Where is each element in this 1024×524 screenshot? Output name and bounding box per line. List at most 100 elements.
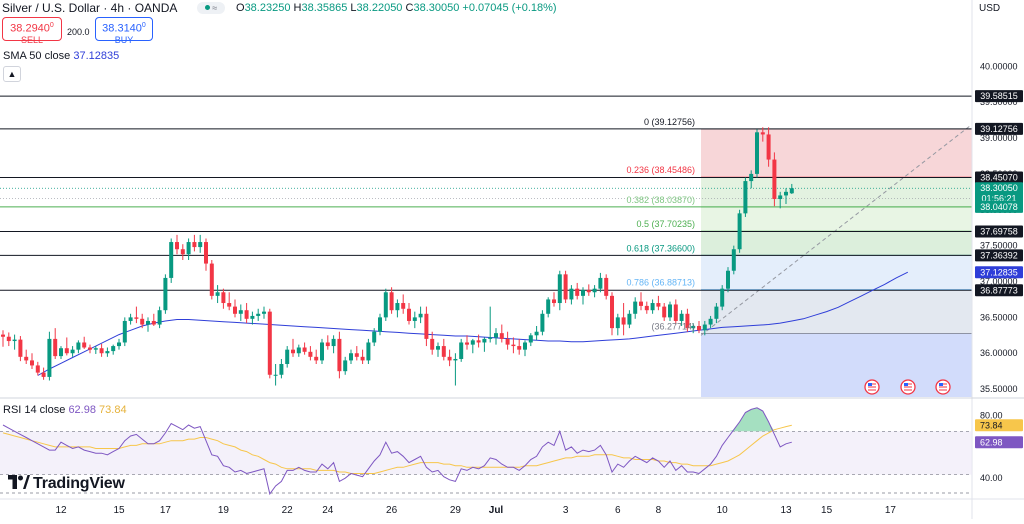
rsi-axis-tick-label: 80.00 xyxy=(980,411,1003,421)
candle-body xyxy=(64,348,69,354)
tradingview-logo-icon xyxy=(8,475,30,489)
sell-button[interactable]: 38.29400 SELL xyxy=(2,17,62,45)
candle-body xyxy=(389,292,394,311)
candle-body xyxy=(401,303,406,309)
time-axis[interactable]: 12 15 17 19 22 24 26 29 Jul 3 6 8 10 13 15 17 xyxy=(0,498,1024,516)
spread-value: 200.0 xyxy=(67,27,90,37)
symbol-header[interactable]: Silver / U.S. Dollar · 4h · OANDA xyxy=(2,1,177,15)
candle xyxy=(714,303,719,324)
market-status-pill[interactable]: ≈ xyxy=(197,2,225,14)
flag-icon[interactable] xyxy=(935,379,951,395)
sma-legend[interactable]: SMA 50 close 37.12835 xyxy=(3,50,119,62)
candle xyxy=(140,313,145,329)
fib-level-label: 0 (39.12756) xyxy=(644,117,695,127)
candle-body xyxy=(99,348,104,354)
candle xyxy=(93,346,98,354)
sma-line xyxy=(37,271,909,376)
candle-body xyxy=(726,270,730,289)
candle-body xyxy=(784,191,788,196)
candle xyxy=(24,349,29,365)
candle xyxy=(673,299,678,325)
candle-body xyxy=(41,372,46,377)
candle xyxy=(215,285,220,304)
candle-body xyxy=(360,356,365,361)
currency-label[interactable]: USD xyxy=(979,3,1001,14)
candle xyxy=(18,336,23,362)
candle xyxy=(186,238,191,260)
candle xyxy=(192,234,197,252)
candle xyxy=(128,313,133,325)
candle-body xyxy=(720,288,725,307)
candle xyxy=(175,234,179,255)
candle xyxy=(360,349,365,365)
time-axis-label: 10 xyxy=(717,505,729,516)
candle-body xyxy=(169,242,174,278)
flag-icon[interactable] xyxy=(864,379,880,395)
candle xyxy=(41,367,46,380)
candle xyxy=(430,331,435,355)
candle xyxy=(372,328,377,347)
buy-label: BUY xyxy=(114,34,134,45)
candle xyxy=(436,342,440,357)
sma-legend-label: SMA 50 close xyxy=(3,50,71,62)
candle-body xyxy=(186,242,191,255)
candle xyxy=(395,299,400,318)
rsi-legend[interactable]: RSI 14 close 62.98 73.84 xyxy=(3,404,127,416)
candle xyxy=(523,340,527,357)
candle xyxy=(755,129,759,178)
collapse-legend-button[interactable]: ▲ xyxy=(3,66,21,82)
candle xyxy=(53,328,58,359)
candle xyxy=(592,285,597,298)
candle-body xyxy=(128,317,133,321)
candle xyxy=(708,315,713,329)
candle xyxy=(586,284,591,296)
candle-body xyxy=(737,213,742,250)
candle-body xyxy=(789,188,794,194)
candle xyxy=(401,294,406,314)
candle xyxy=(70,346,75,357)
candle-body xyxy=(778,195,783,200)
rsi-axis-tick-label: 40.00 xyxy=(980,473,1003,483)
ohlc-low-label: L xyxy=(350,2,357,14)
flag-icon[interactable] xyxy=(900,379,916,395)
candle xyxy=(354,346,359,361)
candle xyxy=(250,311,255,325)
flag-icon-canton xyxy=(939,383,943,386)
candle-body xyxy=(238,310,243,314)
candle xyxy=(256,308,261,321)
candle-body xyxy=(639,301,643,306)
events[interactable] xyxy=(864,379,951,395)
candle-body xyxy=(372,331,377,343)
time-axis-label: 12 xyxy=(55,505,67,516)
rsi-label-text: 62.98 xyxy=(980,437,1003,447)
candle-body xyxy=(482,338,487,343)
candle xyxy=(122,317,127,347)
rsi-pane[interactable]: 80.00 40.00 xyxy=(0,397,1024,496)
candle xyxy=(204,238,208,271)
candle xyxy=(59,346,63,359)
candle-body xyxy=(499,333,504,339)
candle-body xyxy=(476,340,481,343)
candle xyxy=(424,306,429,347)
candle-body xyxy=(76,342,81,350)
buy-button[interactable]: 38.31400 BUY xyxy=(95,17,153,45)
candle-body xyxy=(604,277,609,296)
fib-retracement[interactable] xyxy=(700,125,972,397)
price-axis-tick-label: 39.00000 xyxy=(980,133,1018,143)
candle xyxy=(650,299,655,314)
tradingview-logo[interactable]: TradingView xyxy=(8,474,125,493)
symbol-title[interactable]: Silver / U.S. Dollar · 4h · OANDA xyxy=(2,1,178,15)
price-axis-tick-label: 36.00000 xyxy=(980,348,1018,358)
candle xyxy=(111,344,116,355)
ohlc-low: 38.22050 xyxy=(356,2,403,14)
price-label-box xyxy=(975,266,1023,279)
candle-body xyxy=(354,353,359,357)
candle-body xyxy=(59,348,63,357)
candle xyxy=(633,297,638,319)
candle-body xyxy=(18,339,23,357)
candle xyxy=(679,310,684,326)
sma-legend-value: 37.12835 xyxy=(73,50,120,62)
price-axis-tick-label: 37.50000 xyxy=(980,241,1018,251)
horizontal-lines xyxy=(0,95,972,291)
